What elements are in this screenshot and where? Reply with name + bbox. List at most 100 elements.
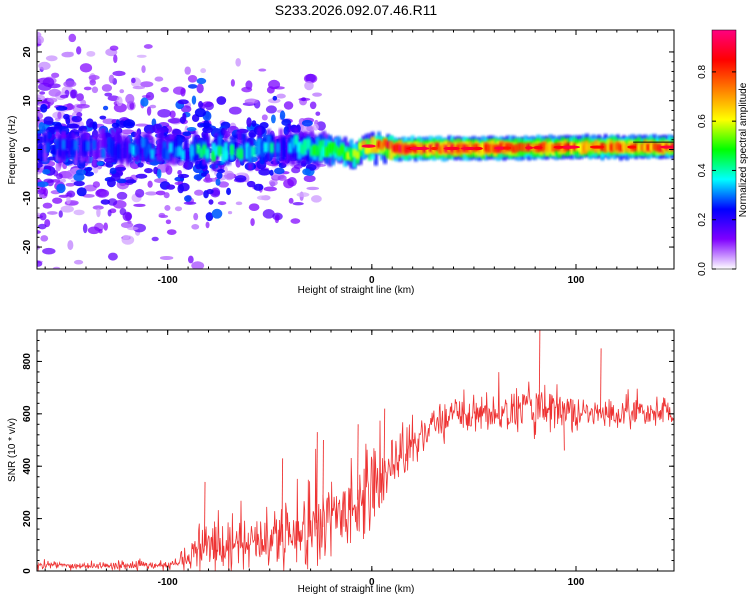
- spectrogram-noise-blob: [39, 212, 47, 221]
- spectrogram-blob: [37, 181, 49, 188]
- spectrogram-ridge-cell: [487, 144, 492, 153]
- spectrogram-ridge-cell: [79, 133, 84, 157]
- spectrogram-noise-blob: [274, 214, 280, 221]
- spectrogram-ridge-cell: [131, 145, 137, 156]
- spectrogram-noise-blob: [217, 201, 227, 206]
- spectrogram-noise-blob: [104, 92, 113, 97]
- spectrogram-blob: [251, 120, 257, 127]
- spectrogram-ridge-cell: [389, 141, 394, 149]
- spectrogram-ridge-cell: [128, 146, 133, 163]
- spectrogram-noise-blob: [291, 166, 301, 174]
- spectrogram-ridge-cell: [282, 137, 287, 160]
- spectrogram-ridge-cell: [404, 145, 409, 154]
- spectrogram-noise-blob: [265, 105, 277, 114]
- spectrogram-noise-blob: [107, 252, 118, 261]
- spectrogram-noise-blob: [51, 72, 60, 78]
- spectrogram-ridge-cell: [122, 141, 127, 159]
- spectrogram-ridge-cell: [370, 145, 375, 154]
- spectrogram-noise-blob: [131, 77, 136, 84]
- spectrogram-noise-blob: [180, 87, 186, 97]
- spectrogram-ridge-cell: [401, 144, 406, 153]
- colorbar-frame: [711, 29, 737, 270]
- spectrogram-noise-blob: [120, 221, 134, 229]
- spectrogram-noise-blob: [132, 223, 146, 233]
- spectrogram-ridge-cell: [312, 145, 317, 156]
- spectrogram-noise-blob: [262, 209, 275, 219]
- snr-ytick-label: 200: [22, 510, 33, 527]
- spectrogram-ridge-cell: [165, 149, 170, 160]
- spectrogram-noise-blob: [89, 79, 97, 86]
- spectrogram-blob: [123, 119, 136, 129]
- spectrogram-ridge-cell: [159, 131, 164, 155]
- spectrogram-ytick-label: 10: [22, 95, 33, 107]
- spectrogram-noise-blob: [146, 106, 152, 116]
- spectrogram-ridge-cell: [481, 144, 486, 153]
- spectrogram-ytick-label: 0: [22, 146, 33, 152]
- spectrogram-peak-spot: [449, 146, 460, 151]
- spectrogram-blob: [177, 173, 190, 179]
- spectrogram-blob: [187, 84, 198, 89]
- spectrogram-noise-blob: [125, 212, 132, 221]
- spectrogram-peak-spot: [362, 144, 376, 148]
- spectrogram-blob: [198, 101, 204, 109]
- spectrogram-noise-blob: [112, 70, 126, 77]
- spectrogram-blob: [258, 168, 271, 176]
- spectrogram-noise-blob: [193, 212, 199, 221]
- spectrogram-blob: [194, 107, 207, 118]
- spectrogram-blob: [272, 95, 278, 101]
- spectrogram-ridge-cell: [199, 147, 204, 159]
- spectrogram-noise-blob: [258, 68, 267, 72]
- spectrogram-ridge-cell: [331, 142, 336, 151]
- spectrogram-noise-blob: [196, 83, 204, 94]
- snr-marks: [37, 330, 674, 571]
- colorbar-label: Normalized spectral amplitude: [738, 82, 749, 217]
- spectrogram-noise-blob: [91, 86, 99, 94]
- spectrogram-ridge-cell: [223, 142, 228, 159]
- spectrogram-noise-blob: [296, 192, 310, 198]
- spectrogram-ridge-cell: [92, 136, 97, 167]
- spectrogram-noise-blob: [263, 186, 277, 192]
- spectrogram-ridge-cell: [386, 140, 391, 149]
- spectrogram-noise-blob: [235, 201, 243, 206]
- figure-title: S233.2026.092.07.46.R11: [275, 2, 438, 18]
- spectrogram-ridge-cell: [618, 143, 623, 152]
- snr-line: [37, 372, 674, 571]
- spectrogram-noise-blob: [194, 189, 204, 196]
- spectrogram-ridge-cell: [119, 140, 124, 164]
- spectrogram-ridge-cell: [352, 150, 357, 168]
- spectrogram-ridge-cell: [321, 146, 326, 157]
- spectrogram-noise-blob: [37, 245, 40, 250]
- spectrogram-noise-blob: [312, 92, 323, 97]
- spectrogram-noise-blob: [174, 206, 183, 212]
- spectrogram-ridge-cell: [340, 145, 345, 154]
- spectrogram-ytick-label: -10: [22, 191, 33, 206]
- spectrogram-noise-blob: [183, 201, 197, 205]
- spectrogram-ridge-cell: [37, 142, 42, 160]
- spectrogram-ridge-cell: [373, 142, 378, 166]
- spectrogram-ridge-cell: [58, 139, 63, 157]
- spectrogram-noise-blob: [60, 205, 74, 213]
- spectrogram-noise-blob: [113, 103, 127, 113]
- spectrogram-noise-blob: [76, 93, 84, 102]
- spectrogram-blob: [96, 161, 104, 166]
- snr-xlabel: Height of straight line (km): [298, 584, 415, 595]
- spectrogram-blob: [226, 187, 232, 196]
- spectrogram-noise-blob: [95, 188, 110, 198]
- spectrogram-ridge-cell: [355, 151, 360, 159]
- spectrogram-ridge-cell: [156, 130, 161, 162]
- spectrogram-blob: [78, 125, 88, 132]
- spectrogram-peak-spot: [553, 145, 565, 149]
- spectrogram-ridge-cell: [214, 145, 219, 156]
- spectrogram-ridge-cell: [300, 144, 305, 155]
- spectrogram-noise-blob: [92, 181, 101, 188]
- spectrogram-ridge-cell: [239, 148, 244, 159]
- spectrogram-blob: [273, 167, 285, 175]
- spectrogram-noise-blob: [305, 73, 316, 83]
- spectrogram-ridge-cell: [141, 137, 146, 148]
- spectrogram-noise-blob: [204, 101, 214, 111]
- spectrogram-ridge-cell: [82, 141, 88, 152]
- spectrogram-noise-blob: [86, 50, 96, 57]
- spectrogram-noise-blob: [67, 240, 74, 251]
- spectrogram-noise-blob: [145, 191, 158, 196]
- spectrogram-noise-blob: [191, 261, 205, 269]
